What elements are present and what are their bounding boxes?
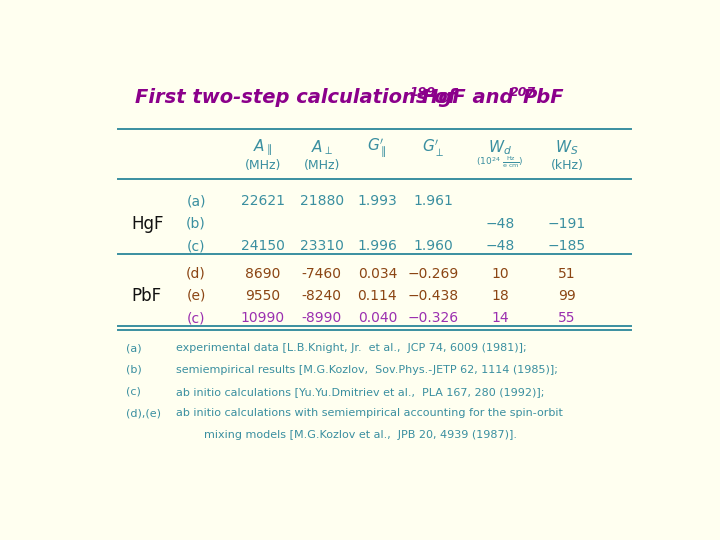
Text: $G_{\perp}^{\prime}$: $G_{\perp}^{\prime}$ xyxy=(422,137,444,159)
Text: ab initio calculations with semiempirical accounting for the spin-orbit: ab initio calculations with semiempirica… xyxy=(176,408,563,418)
Text: 55: 55 xyxy=(558,312,576,326)
Text: $A_{\parallel}$: $A_{\parallel}$ xyxy=(253,138,273,158)
Text: −0.326: −0.326 xyxy=(408,312,459,326)
Text: 14: 14 xyxy=(491,312,509,326)
Text: (d): (d) xyxy=(186,267,206,281)
Text: $A_{\perp}$: $A_{\perp}$ xyxy=(310,139,333,157)
Text: 199: 199 xyxy=(409,85,436,99)
Text: (c): (c) xyxy=(186,312,205,326)
Text: (MHz): (MHz) xyxy=(303,159,340,172)
Text: 207: 207 xyxy=(510,85,536,99)
Text: -7460: -7460 xyxy=(302,267,341,281)
Text: (MHz): (MHz) xyxy=(245,159,282,172)
Text: 1.960: 1.960 xyxy=(413,239,453,253)
Text: −0.438: −0.438 xyxy=(408,289,459,303)
Text: −185: −185 xyxy=(548,239,586,253)
Text: 1.996: 1.996 xyxy=(357,239,397,253)
Text: 1.993: 1.993 xyxy=(358,194,397,208)
Text: (c): (c) xyxy=(126,387,141,396)
Text: -8240: -8240 xyxy=(302,289,341,303)
Text: (b): (b) xyxy=(126,365,142,375)
Text: −48: −48 xyxy=(485,239,515,253)
Text: 21880: 21880 xyxy=(300,194,343,208)
Text: 23310: 23310 xyxy=(300,239,343,253)
Text: (a): (a) xyxy=(126,343,142,353)
Text: −0.269: −0.269 xyxy=(408,267,459,281)
Text: 0.034: 0.034 xyxy=(358,267,397,281)
Text: First two-step calculations of: First two-step calculations of xyxy=(135,87,462,107)
Text: 24150: 24150 xyxy=(241,239,285,253)
Text: 9550: 9550 xyxy=(246,289,281,303)
Text: ab initio calculations [Yu.Yu.Dmitriev et al.,  PLA 167, 280 (1992)];: ab initio calculations [Yu.Yu.Dmitriev e… xyxy=(176,387,545,396)
Text: $W_{d}$: $W_{d}$ xyxy=(488,139,512,157)
Text: 1.961: 1.961 xyxy=(413,194,453,208)
Text: PbF: PbF xyxy=(523,87,564,107)
Text: HgF: HgF xyxy=(132,214,164,233)
Text: 99: 99 xyxy=(558,289,576,303)
Text: 10: 10 xyxy=(491,267,509,281)
Text: mixing models [M.G.Kozlov et al.,  JPB 20, 4939 (1987)].: mixing models [M.G.Kozlov et al., JPB 20… xyxy=(176,430,518,440)
Text: 0.040: 0.040 xyxy=(358,312,397,326)
Text: −191: −191 xyxy=(548,217,586,231)
Text: (c): (c) xyxy=(186,239,205,253)
Text: semiempirical results [M.G.Kozlov,  Sov.Phys.-JETP 62, 1114 (1985)];: semiempirical results [M.G.Kozlov, Sov.P… xyxy=(176,365,559,375)
Text: (b): (b) xyxy=(186,217,206,231)
Text: (kHz): (kHz) xyxy=(551,159,583,172)
Text: experimental data [L.B.Knight, Jr.  et al.,  JCP 74, 6009 (1981)];: experimental data [L.B.Knight, Jr. et al… xyxy=(176,343,527,353)
Text: (a): (a) xyxy=(186,194,206,208)
Text: HgF and: HgF and xyxy=(422,87,521,107)
Text: 51: 51 xyxy=(558,267,576,281)
Text: 10990: 10990 xyxy=(241,312,285,326)
Text: (e): (e) xyxy=(186,289,206,303)
Text: −48: −48 xyxy=(485,217,515,231)
Text: 8690: 8690 xyxy=(246,267,281,281)
Text: (d),(e): (d),(e) xyxy=(126,408,161,418)
Text: $G_{\parallel}^{\prime}$: $G_{\parallel}^{\prime}$ xyxy=(367,137,387,159)
Text: 0.114: 0.114 xyxy=(358,289,397,303)
Text: PbF: PbF xyxy=(132,287,162,305)
Text: 18: 18 xyxy=(491,289,509,303)
Text: $W_{S}$: $W_{S}$ xyxy=(555,139,579,157)
Text: -8990: -8990 xyxy=(302,312,342,326)
Text: $(10^{24}\ \frac{\mathrm{Hz}}{\mathrm{e\ cm}})$: $(10^{24}\ \frac{\mathrm{Hz}}{\mathrm{e\… xyxy=(477,155,524,170)
Text: 22621: 22621 xyxy=(241,194,285,208)
